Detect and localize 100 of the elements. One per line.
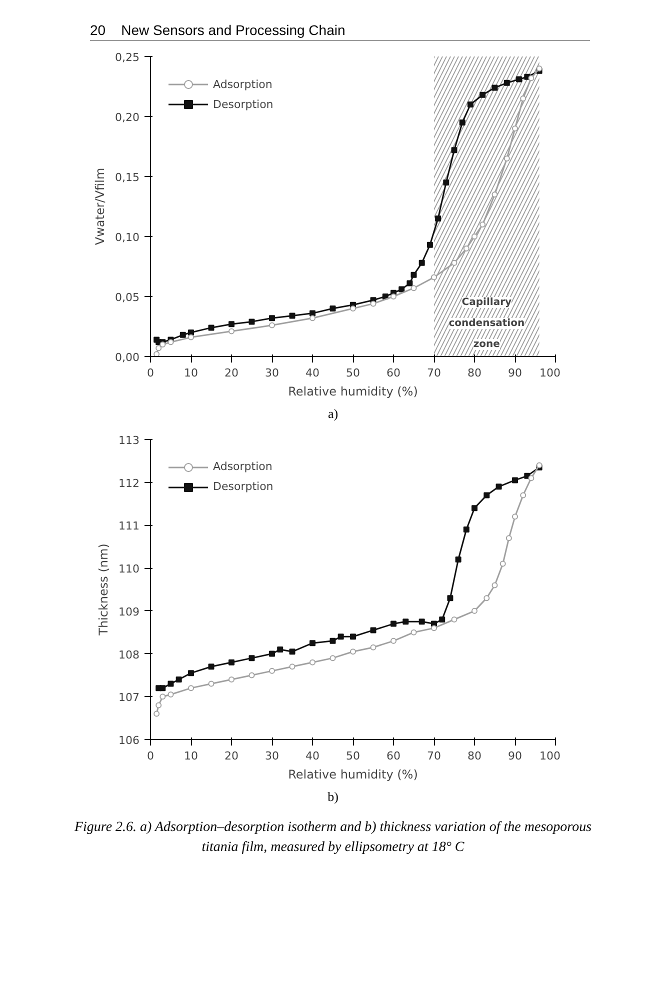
point — [410, 272, 417, 278]
point — [248, 318, 255, 325]
point — [528, 474, 534, 481]
point — [154, 710, 160, 716]
point — [188, 334, 194, 340]
point — [459, 120, 466, 126]
point — [480, 222, 486, 228]
y-tick-label: 0,05 — [115, 291, 140, 304]
point — [180, 332, 186, 338]
point — [472, 234, 478, 240]
point — [208, 324, 214, 331]
point — [512, 476, 518, 483]
point — [500, 560, 506, 566]
y-tick-label: 107 — [118, 690, 140, 704]
point — [528, 75, 534, 82]
y-tick-label: 112 — [118, 476, 140, 490]
point — [390, 620, 396, 626]
text: b) — [328, 788, 338, 806]
y-tick-label: 0,25 — [115, 51, 140, 64]
point — [168, 691, 174, 698]
point — [463, 526, 470, 532]
y-axis-title: Vwater/Vfilm — [93, 168, 108, 246]
x-tick-label: 10 — [184, 366, 198, 380]
point — [467, 102, 474, 108]
point — [520, 96, 526, 102]
point — [484, 594, 490, 601]
point — [208, 680, 214, 686]
point — [435, 216, 442, 222]
point — [248, 654, 255, 661]
point — [350, 633, 356, 640]
y-tick-label: 110 — [118, 562, 140, 576]
point — [310, 315, 316, 322]
point — [350, 306, 356, 312]
x-tick-label: 20 — [224, 749, 238, 762]
point — [410, 285, 417, 292]
x-tick-label: 30 — [265, 749, 279, 762]
point — [208, 663, 214, 670]
text: a) — [328, 405, 338, 423]
point — [160, 342, 166, 348]
x-tick-label: 0 — [147, 749, 154, 762]
point — [472, 607, 478, 614]
x-tick-label: 70 — [427, 749, 441, 762]
y-tick-label: 108 — [118, 648, 140, 661]
point — [536, 66, 542, 72]
x-tick-label: 90 — [508, 366, 522, 380]
point — [512, 126, 518, 132]
point — [451, 616, 458, 622]
point — [176, 676, 182, 682]
x-tick-label: 100 — [540, 366, 561, 380]
point — [504, 80, 510, 86]
point — [160, 693, 166, 700]
point — [398, 286, 405, 292]
point — [228, 676, 234, 682]
x-tick-label: 50 — [346, 749, 360, 762]
point — [188, 684, 194, 691]
point — [447, 594, 454, 601]
point — [451, 260, 458, 266]
point — [492, 192, 498, 198]
point — [269, 667, 275, 674]
point — [370, 644, 376, 650]
point — [168, 680, 174, 686]
point — [188, 330, 194, 336]
point — [406, 280, 413, 286]
point — [370, 300, 376, 307]
x-tick-label: 100 — [540, 749, 561, 762]
point — [228, 658, 234, 665]
y-tick-label: 0,10 — [115, 231, 140, 244]
x-tick-label: 0 — [147, 366, 154, 380]
point — [390, 294, 396, 300]
point — [289, 663, 296, 670]
x-tick-label: 90 — [508, 749, 522, 762]
point — [390, 637, 396, 644]
point — [418, 618, 425, 624]
point — [520, 492, 526, 498]
point — [277, 646, 284, 652]
point — [338, 633, 344, 640]
point — [418, 260, 425, 266]
point — [228, 328, 234, 334]
point — [188, 670, 194, 676]
point — [492, 582, 498, 588]
point — [410, 628, 417, 635]
point — [492, 84, 498, 91]
x-tick-label: 30 — [265, 366, 279, 380]
point — [516, 76, 522, 82]
x-tick-label: 60 — [386, 366, 400, 380]
point — [228, 321, 234, 328]
x-tick-label: 40 — [306, 366, 320, 380]
point — [154, 351, 160, 356]
caption: Figure 2.6. a) Adsorption–desorption isotherm and b) thickness variation of the mesoporous titania film, measured by ellipsometry at 18° C — [73, 819, 593, 858]
x-axis-title: Relative humidity (%) — [288, 767, 418, 782]
point — [504, 156, 510, 162]
point — [443, 180, 450, 186]
point — [426, 242, 433, 248]
point — [431, 274, 437, 280]
point — [330, 306, 336, 312]
legend-label: Desorption — [213, 98, 274, 110]
point — [330, 637, 336, 644]
point — [310, 658, 316, 665]
y-tick-label: 0,20 — [115, 111, 140, 124]
point — [289, 312, 296, 319]
